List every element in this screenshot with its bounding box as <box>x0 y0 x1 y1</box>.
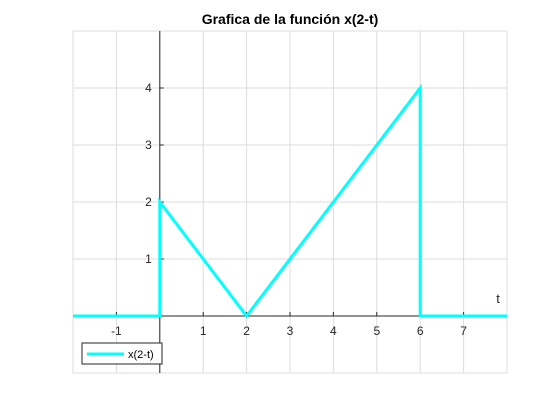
x-tick-label: 5 <box>373 324 380 338</box>
tick-labels: -1 1 2 3 4 5 6 7 1 2 3 4 <box>111 81 467 338</box>
x-axis-label: t <box>496 291 500 306</box>
x-tick-label: 7 <box>460 324 467 338</box>
y-tick-label: 3 <box>145 138 152 152</box>
legend-label: x(2-t) <box>128 349 154 361</box>
x-tick-label: 6 <box>417 324 424 338</box>
chart-title: Grafica de la función x(2-t) <box>202 11 379 27</box>
y-tick-label: 1 <box>145 252 152 266</box>
x-tick-label: -1 <box>111 324 122 338</box>
y-tick-label: 2 <box>145 195 152 209</box>
legend: x(2-t) <box>81 342 163 365</box>
series-layer <box>73 83 507 319</box>
x-tick-label: 4 <box>330 324 337 338</box>
y-tick-label: 4 <box>145 81 152 95</box>
x-tick-label: 3 <box>287 324 294 338</box>
x-tick-label: 2 <box>243 324 250 338</box>
grid-lines <box>72 30 508 374</box>
x-tick-label: 1 <box>200 324 207 338</box>
series-line <box>73 83 507 319</box>
